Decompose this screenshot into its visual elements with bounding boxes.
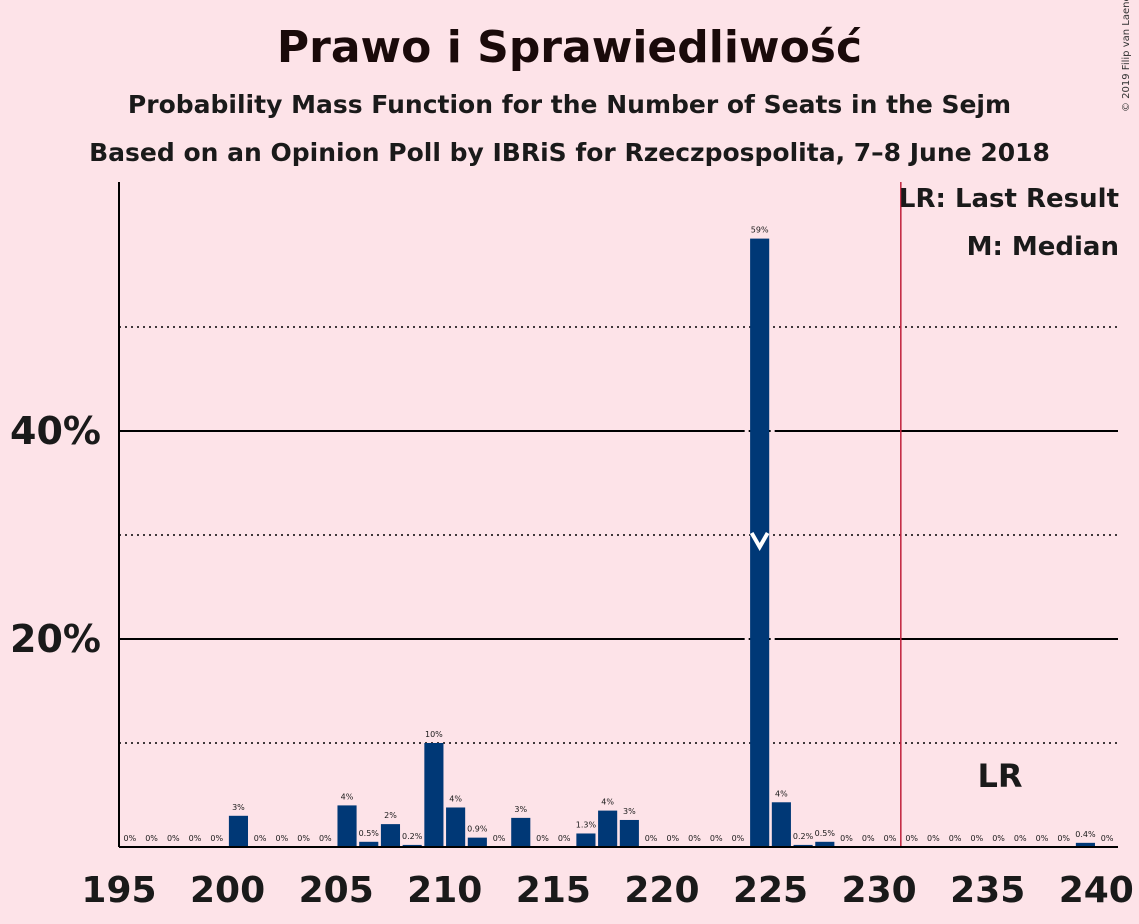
bar-value-label: 3% bbox=[623, 807, 636, 816]
bar-value-label: 0% bbox=[297, 834, 310, 843]
bar-value-label: 0% bbox=[688, 834, 701, 843]
bar-value-label: 0.4% bbox=[1075, 830, 1096, 839]
bar-seats-226 bbox=[771, 802, 791, 847]
gridline-gap bbox=[770, 637, 775, 641]
bar-value-label: 0% bbox=[862, 834, 875, 843]
bar-seats-227 bbox=[793, 844, 813, 847]
bar-value-label: 4% bbox=[601, 798, 614, 807]
bar-value-label: 0.9% bbox=[467, 825, 488, 834]
bar-seats-209 bbox=[402, 844, 422, 847]
bar-value-label: 10% bbox=[425, 730, 443, 739]
bar-value-label: 0% bbox=[167, 834, 180, 843]
bar-value-label: 0% bbox=[1036, 834, 1049, 843]
legend-last-result: LR: Last Result bbox=[898, 184, 1119, 214]
bar-value-label: 0% bbox=[905, 834, 918, 843]
bar-value-label: 0% bbox=[276, 834, 289, 843]
bar-value-label: 0% bbox=[145, 834, 158, 843]
bar-value-label: 1.3% bbox=[576, 820, 597, 829]
bar-value-label: 0% bbox=[732, 834, 745, 843]
bar-seats-219 bbox=[619, 819, 639, 847]
bar-value-label: 0% bbox=[1014, 834, 1027, 843]
bar-value-label: 0% bbox=[710, 834, 723, 843]
bar-seats-225 bbox=[750, 238, 770, 848]
gridline-gap bbox=[744, 637, 749, 641]
x-tick-label: 215 bbox=[516, 870, 591, 911]
bar-value-label: 4% bbox=[449, 794, 462, 803]
bar-value-label: 0% bbox=[949, 834, 962, 843]
median-marker bbox=[749, 532, 770, 552]
bar-seats-206 bbox=[337, 805, 357, 847]
bar-seats-240 bbox=[1075, 842, 1095, 847]
bar-value-label: 0% bbox=[1057, 834, 1070, 843]
y-tick-label: 20% bbox=[10, 617, 101, 661]
bar-value-label: 0% bbox=[319, 834, 332, 843]
bar-value-label: 2% bbox=[384, 811, 397, 820]
bar-value-label: 0.2% bbox=[793, 832, 814, 841]
bar-value-label: 0% bbox=[884, 834, 897, 843]
last-result-label: LR bbox=[977, 757, 1022, 795]
bar-value-label: 3% bbox=[232, 803, 245, 812]
bar-value-label: 0% bbox=[927, 834, 940, 843]
x-tick-label: 200 bbox=[190, 870, 265, 911]
bar-value-label: 0% bbox=[970, 834, 983, 843]
bar-value-label: 0% bbox=[558, 834, 571, 843]
bar-value-label: 59% bbox=[751, 226, 769, 235]
x-tick-label: 230 bbox=[842, 870, 917, 911]
bar-seats-208 bbox=[380, 824, 401, 847]
bar-value-label: 0% bbox=[645, 834, 658, 843]
x-tick-label: 205 bbox=[299, 870, 374, 911]
legend-median: M: Median bbox=[966, 232, 1119, 262]
bar-value-label: 0% bbox=[840, 834, 853, 843]
bar-value-label: 3% bbox=[514, 805, 527, 814]
chart-subtitle-poll: Based on an Opinion Poll by IBRiS for Rz… bbox=[89, 138, 1050, 167]
x-tick-label: 220 bbox=[624, 870, 699, 911]
chart-title: Prawo i Sprawiedliwość bbox=[276, 22, 863, 73]
x-tick-label: 225 bbox=[733, 870, 808, 911]
x-tick-label: 210 bbox=[407, 870, 482, 911]
bar-value-label: 0% bbox=[493, 834, 506, 843]
bar-value-label: 0% bbox=[124, 834, 137, 843]
bar-value-label: 4% bbox=[341, 792, 354, 801]
gridline-gap bbox=[744, 429, 749, 433]
bar-seats-207 bbox=[359, 841, 379, 847]
bar-value-label: 0% bbox=[666, 834, 679, 843]
chart-subtitle: Probability Mass Function for the Number… bbox=[127, 90, 1012, 119]
x-tick-label: 235 bbox=[950, 870, 1025, 911]
gridline-gap bbox=[770, 429, 775, 433]
bar-value-label: 0.2% bbox=[402, 832, 423, 841]
bar-value-label: 0% bbox=[210, 834, 223, 843]
bar-seats-210 bbox=[424, 743, 444, 847]
bar-seats-218 bbox=[598, 810, 618, 847]
bar-value-label: 0.5% bbox=[359, 829, 380, 838]
bar-seats-228 bbox=[815, 841, 835, 847]
bar-seats-201 bbox=[228, 815, 249, 847]
bar-seats-212 bbox=[467, 837, 487, 847]
bar-value-label: 0.5% bbox=[815, 829, 836, 838]
bar-seats-211 bbox=[446, 807, 466, 847]
bar-value-label: 0% bbox=[536, 834, 549, 843]
bar-value-label: 0% bbox=[254, 834, 267, 843]
x-tick-label: 240 bbox=[1059, 870, 1134, 911]
bar-value-label: 0% bbox=[1101, 834, 1114, 843]
y-tick-label: 40% bbox=[10, 409, 101, 453]
bar-value-label: 0% bbox=[992, 834, 1005, 843]
bar-seats-214 bbox=[511, 817, 531, 847]
bar-value-label: 0% bbox=[189, 834, 202, 843]
bar-value-label: 4% bbox=[775, 789, 788, 798]
x-tick-label: 195 bbox=[81, 870, 156, 911]
bar-seats-217 bbox=[576, 833, 596, 847]
